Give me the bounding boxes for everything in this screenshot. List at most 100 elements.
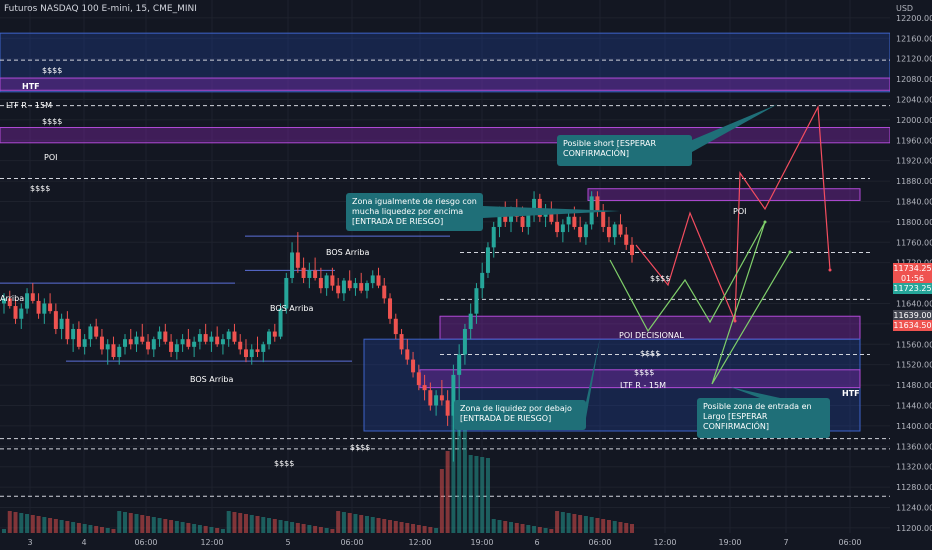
candle-body[interactable] — [532, 198, 537, 215]
candle-body[interactable] — [468, 313, 473, 329]
candle-body[interactable] — [566, 216, 571, 225]
candle-body[interactable] — [359, 283, 364, 291]
candle-body[interactable] — [439, 395, 444, 401]
candle-body[interactable] — [549, 209, 554, 222]
candle-body[interactable] — [370, 275, 375, 284]
candle-body[interactable] — [261, 344, 266, 352]
candle-body[interactable] — [520, 216, 525, 227]
candle-body[interactable] — [618, 224, 623, 235]
candle-body[interactable] — [307, 270, 312, 278]
candle-body[interactable] — [19, 308, 24, 319]
candle-body[interactable] — [278, 308, 283, 337]
candle-body[interactable] — [537, 198, 542, 217]
candle-body[interactable] — [76, 328, 81, 347]
candle-body[interactable] — [226, 331, 231, 340]
candle-body[interactable] — [238, 341, 243, 350]
candle-body[interactable] — [7, 298, 12, 307]
candle-body[interactable] — [353, 283, 358, 289]
candle-body[interactable] — [134, 336, 139, 345]
candle-body[interactable] — [376, 275, 381, 286]
candle-body[interactable] — [560, 224, 565, 233]
candle-body[interactable] — [491, 226, 496, 248]
candle-body[interactable] — [192, 341, 197, 347]
candle-body[interactable] — [457, 354, 462, 375]
candle-body[interactable] — [209, 336, 214, 342]
candle-body[interactable] — [36, 300, 41, 314]
candle-body[interactable] — [146, 341, 151, 350]
candle-body[interactable] — [2, 298, 6, 304]
candle-body[interactable] — [416, 372, 421, 386]
candle-body[interactable] — [215, 336, 220, 345]
candle-body[interactable] — [526, 214, 531, 227]
candle-body[interactable] — [336, 285, 341, 294]
time-axis[interactable]: 3 4 06:00 12:00 5 06:00 12:00 19:00 6 06:00 12:00 1… — [0, 533, 932, 550]
candle-body[interactable] — [163, 331, 168, 342]
candle-body[interactable] — [313, 270, 318, 278]
candle-body[interactable] — [595, 196, 600, 212]
candle-body[interactable] — [405, 349, 410, 360]
candle-body[interactable] — [174, 344, 179, 352]
candle-body[interactable] — [186, 339, 191, 347]
candle-body[interactable] — [220, 339, 225, 345]
candle-body[interactable] — [630, 244, 634, 256]
candle-body[interactable] — [601, 211, 606, 227]
candle-body[interactable] — [30, 293, 35, 301]
candle-body[interactable] — [497, 214, 502, 227]
candle-body[interactable] — [255, 349, 260, 352]
candle-body[interactable] — [128, 339, 133, 345]
candle-body[interactable] — [157, 331, 162, 340]
candle-body[interactable] — [140, 336, 145, 342]
candle-body[interactable] — [290, 252, 295, 278]
candle-body[interactable] — [388, 298, 393, 319]
candle-body[interactable] — [295, 252, 300, 268]
candle-body[interactable] — [111, 344, 116, 358]
candle-body[interactable] — [612, 224, 617, 238]
candle-body[interactable] — [53, 311, 58, 329]
candle-body[interactable] — [243, 349, 248, 358]
candle-body[interactable] — [606, 226, 611, 238]
candle-body[interactable] — [451, 374, 456, 416]
candle-body[interactable] — [324, 275, 329, 289]
candle-body[interactable] — [364, 283, 369, 291]
candle-body[interactable] — [284, 277, 289, 309]
candle-body[interactable] — [411, 359, 416, 373]
candle-body[interactable] — [572, 216, 577, 227]
candle-body[interactable] — [301, 267, 306, 278]
candle-body[interactable] — [578, 226, 583, 238]
candle-body[interactable] — [13, 306, 18, 319]
candle-body[interactable] — [624, 234, 629, 245]
candle-body[interactable] — [509, 211, 514, 222]
candle-body[interactable] — [99, 336, 104, 350]
candle-body[interactable] — [318, 277, 323, 289]
candle-body[interactable] — [480, 272, 485, 289]
candle-body[interactable] — [203, 334, 208, 342]
candle-body[interactable] — [583, 224, 588, 238]
candle-body[interactable] — [422, 385, 427, 391]
candle-body[interactable] — [180, 339, 185, 345]
candle-body[interactable] — [462, 328, 467, 355]
candle-body[interactable] — [197, 334, 202, 342]
candle-body[interactable] — [474, 288, 479, 314]
candle-body[interactable] — [232, 331, 237, 342]
candle-body[interactable] — [503, 214, 508, 222]
candle-body[interactable] — [399, 334, 404, 350]
candle-body[interactable] — [82, 339, 87, 347]
candle-body[interactable] — [272, 331, 277, 337]
candle-body[interactable] — [25, 293, 30, 309]
candle-body[interactable] — [434, 395, 439, 406]
candle-body[interactable] — [485, 247, 490, 273]
candle-body[interactable] — [169, 341, 174, 352]
candle-body[interactable] — [330, 275, 335, 286]
candle-body[interactable] — [122, 339, 127, 347]
candle-body[interactable] — [428, 390, 433, 406]
candle-body[interactable] — [249, 349, 254, 358]
candle-body[interactable] — [393, 318, 398, 335]
candle-body[interactable] — [151, 339, 156, 350]
candle-body[interactable] — [105, 344, 110, 350]
candle-body[interactable] — [267, 331, 272, 345]
candle-body[interactable] — [42, 303, 47, 314]
candle-body[interactable] — [117, 346, 122, 358]
candle-body[interactable] — [88, 326, 93, 340]
candle-body[interactable] — [382, 285, 387, 299]
candle-body[interactable] — [445, 400, 450, 416]
